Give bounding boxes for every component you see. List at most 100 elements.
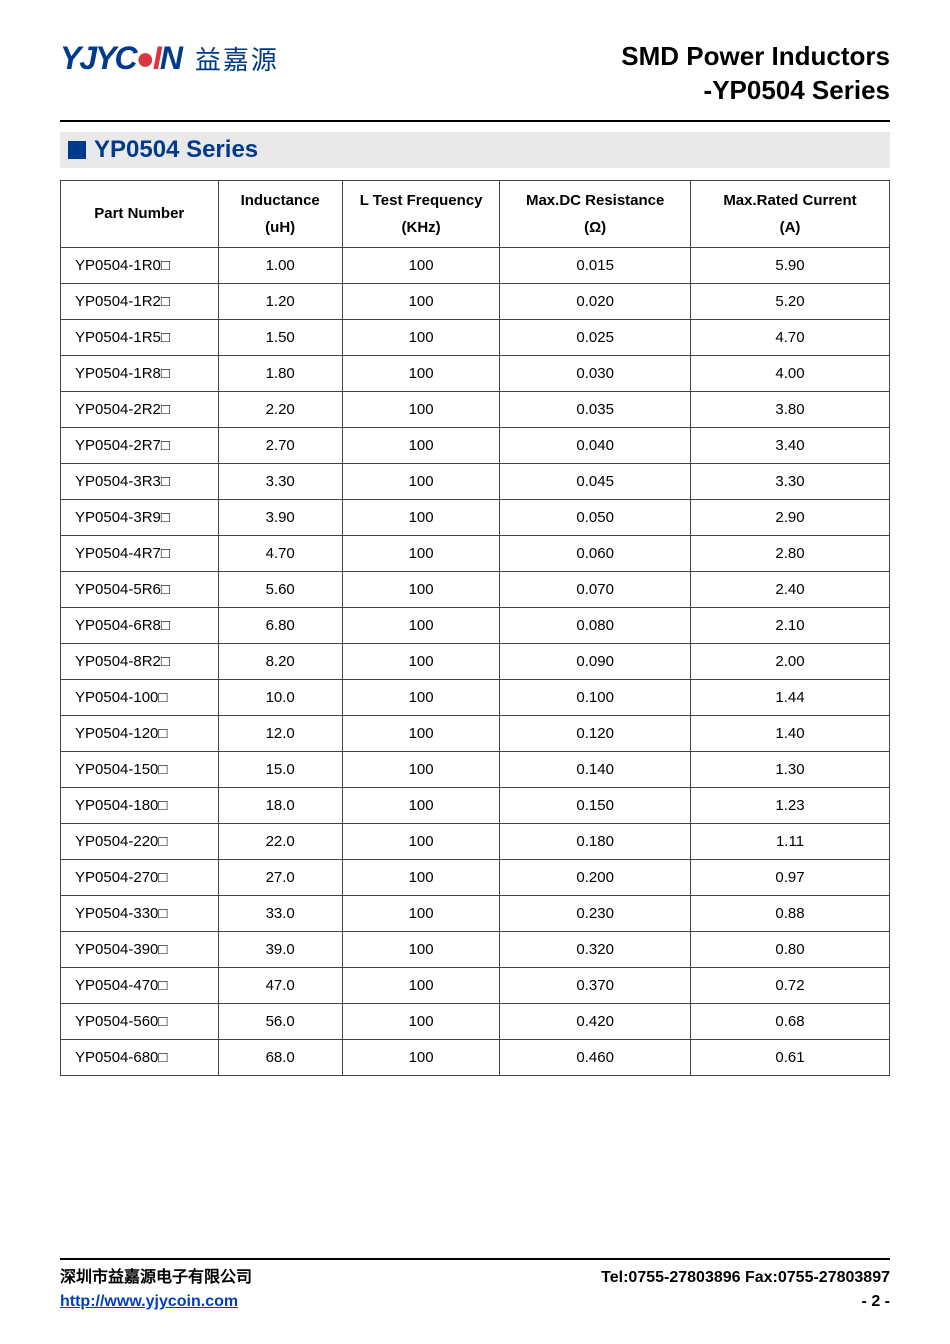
cell-value: 0.68 <box>691 1003 890 1039</box>
cell-value: 0.100 <box>500 679 691 715</box>
footer-contact: Tel:0755-27803896 Fax:0755-27803897 <box>601 1266 890 1290</box>
cell-value: 3.30 <box>691 463 890 499</box>
cell-value: 0.020 <box>500 283 691 319</box>
cell-value: 0.090 <box>500 643 691 679</box>
spec-table-head: Part Number Inductance (uH) L Test Frequ… <box>61 180 890 247</box>
cell-value: 100 <box>342 751 500 787</box>
cell-value: 39.0 <box>218 931 342 967</box>
table-row: YP0504-4R7□4.701000.0602.80 <box>61 535 890 571</box>
cell-value: 100 <box>342 391 500 427</box>
series-heading-text: YP0504 Series <box>94 136 258 164</box>
cell-part-number: YP0504-150□ <box>61 751 219 787</box>
table-row: YP0504-120□12.01000.1201.40 <box>61 715 890 751</box>
footer-url-link[interactable]: http://www.yjycoin.com <box>60 1290 238 1314</box>
table-row: YP0504-390□39.01000.3200.80 <box>61 931 890 967</box>
cell-value: 47.0 <box>218 967 342 1003</box>
doc-title-line2: -YP0504 Series <box>621 74 890 108</box>
cell-value: 1.23 <box>691 787 890 823</box>
cell-value: 4.00 <box>691 355 890 391</box>
cell-part-number: YP0504-1R5□ <box>61 319 219 355</box>
cell-value: 1.30 <box>691 751 890 787</box>
table-row: YP0504-2R2□2.201000.0353.80 <box>61 391 890 427</box>
cell-value: 22.0 <box>218 823 342 859</box>
cell-value: 0.80 <box>691 931 890 967</box>
cell-value: 5.60 <box>218 571 342 607</box>
cell-value: 100 <box>342 823 500 859</box>
cell-part-number: YP0504-220□ <box>61 823 219 859</box>
cell-value: 100 <box>342 1039 500 1075</box>
table-row: YP0504-1R8□1.801000.0304.00 <box>61 355 890 391</box>
cell-value: 100 <box>342 607 500 643</box>
cell-value: 4.70 <box>218 535 342 571</box>
cell-value: 100 <box>342 787 500 823</box>
cell-value: 0.045 <box>500 463 691 499</box>
cell-value: 56.0 <box>218 1003 342 1039</box>
page-footer: 深圳市益嘉源电子有限公司 Tel:0755-27803896 Fax:0755-… <box>60 1258 890 1314</box>
table-row: YP0504-560□56.01000.4200.68 <box>61 1003 890 1039</box>
cell-value: 100 <box>342 499 500 535</box>
col-header-test-freq: L Test Frequency (KHz) <box>342 180 500 247</box>
spec-table-body: YP0504-1R0□1.001000.0155.90YP0504-1R2□1.… <box>61 247 890 1075</box>
cell-value: 0.140 <box>500 751 691 787</box>
cell-value: 100 <box>342 859 500 895</box>
cell-part-number: YP0504-8R2□ <box>61 643 219 679</box>
cell-value: 100 <box>342 679 500 715</box>
cell-value: 1.50 <box>218 319 342 355</box>
cell-value: 0.150 <box>500 787 691 823</box>
cell-value: 0.120 <box>500 715 691 751</box>
cell-value: 100 <box>342 571 500 607</box>
cell-value: 1.20 <box>218 283 342 319</box>
table-row: YP0504-100□10.01000.1001.44 <box>61 679 890 715</box>
footer-divider <box>60 1258 890 1260</box>
cell-part-number: YP0504-2R2□ <box>61 391 219 427</box>
cell-part-number: YP0504-330□ <box>61 895 219 931</box>
cell-value: 100 <box>342 895 500 931</box>
cell-part-number: YP0504-1R8□ <box>61 355 219 391</box>
cell-value: 1.44 <box>691 679 890 715</box>
cell-value: 6.80 <box>218 607 342 643</box>
series-heading-bar: YP0504 Series <box>60 132 890 168</box>
table-row: YP0504-1R2□1.201000.0205.20 <box>61 283 890 319</box>
cell-value: 1.00 <box>218 247 342 283</box>
cell-value: 15.0 <box>218 751 342 787</box>
cell-value: 2.80 <box>691 535 890 571</box>
cell-value: 5.20 <box>691 283 890 319</box>
cell-value: 0.035 <box>500 391 691 427</box>
cell-value: 2.10 <box>691 607 890 643</box>
cell-value: 100 <box>342 427 500 463</box>
table-row: YP0504-470□47.01000.3700.72 <box>61 967 890 1003</box>
cell-value: 0.320 <box>500 931 691 967</box>
table-row: YP0504-220□22.01000.1801.11 <box>61 823 890 859</box>
doc-title: SMD Power Inductors -YP0504 Series <box>621 40 890 108</box>
spec-table: Part Number Inductance (uH) L Test Frequ… <box>60 180 890 1076</box>
cell-value: 3.30 <box>218 463 342 499</box>
table-row: YP0504-3R3□3.301000.0453.30 <box>61 463 890 499</box>
cell-value: 0.025 <box>500 319 691 355</box>
page-header: YJYC●IN 益嘉源 SMD Power Inductors -YP0504 … <box>60 40 890 108</box>
cell-part-number: YP0504-4R7□ <box>61 535 219 571</box>
table-row: YP0504-3R9□3.901000.0502.90 <box>61 499 890 535</box>
table-row: YP0504-680□68.01000.4600.61 <box>61 1039 890 1075</box>
cell-part-number: YP0504-680□ <box>61 1039 219 1075</box>
table-row: YP0504-330□33.01000.2300.88 <box>61 895 890 931</box>
cell-value: 0.200 <box>500 859 691 895</box>
cell-part-number: YP0504-470□ <box>61 967 219 1003</box>
cell-value: 12.0 <box>218 715 342 751</box>
cell-part-number: YP0504-560□ <box>61 1003 219 1039</box>
cell-value: 0.72 <box>691 967 890 1003</box>
cell-value: 18.0 <box>218 787 342 823</box>
cell-value: 0.230 <box>500 895 691 931</box>
cell-value: 0.015 <box>500 247 691 283</box>
table-row: YP0504-150□15.01000.1401.30 <box>61 751 890 787</box>
cell-part-number: YP0504-1R0□ <box>61 247 219 283</box>
cell-part-number: YP0504-390□ <box>61 931 219 967</box>
cell-part-number: YP0504-3R3□ <box>61 463 219 499</box>
cell-value: 0.88 <box>691 895 890 931</box>
footer-page-number: - 2 - <box>862 1290 890 1314</box>
cell-value: 10.0 <box>218 679 342 715</box>
cell-value: 3.80 <box>691 391 890 427</box>
cell-value: 2.90 <box>691 499 890 535</box>
logo-mark-red: ●I <box>136 40 160 77</box>
col-header-dc-resistance: Max.DC Resistance (Ω) <box>500 180 691 247</box>
cell-value: 1.80 <box>218 355 342 391</box>
